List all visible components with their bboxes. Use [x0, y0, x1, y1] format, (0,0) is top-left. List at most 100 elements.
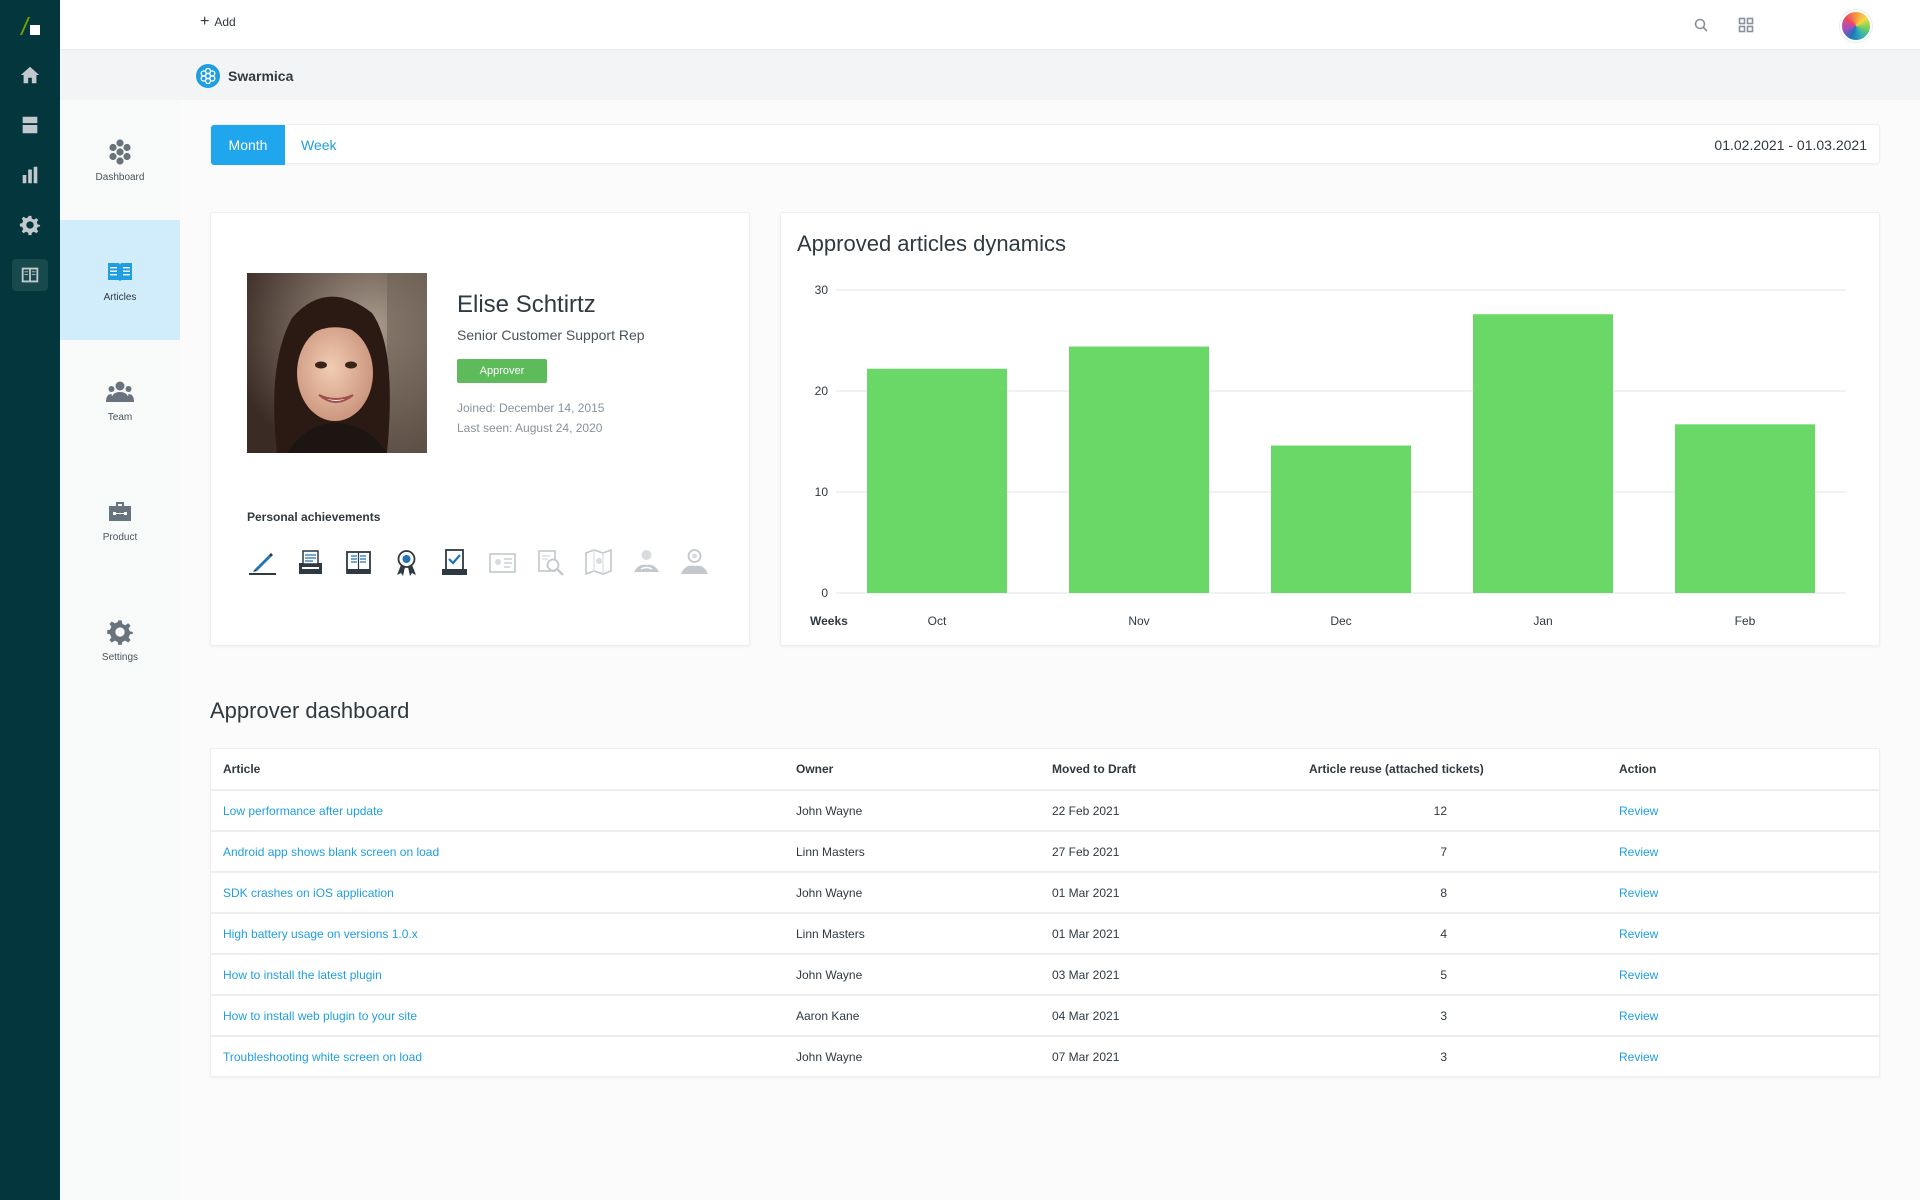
article-link[interactable]: SDK crashes on iOS application	[223, 885, 394, 900]
joined-date: Joined: December 14, 2015	[457, 401, 605, 415]
article-link[interactable]: High battery usage on versions 1.0.x	[223, 926, 418, 941]
tab-month[interactable]: Month	[211, 125, 285, 165]
article-link[interactable]: Troubleshooting white screen on load	[223, 1049, 423, 1064]
typewriter-icon[interactable]	[295, 547, 326, 578]
owner-cell: Linn Masters	[796, 926, 865, 941]
owner-cell: John Wayne	[796, 1049, 863, 1064]
dashboard-hive-icon	[109, 138, 131, 165]
moved-date-cell: 22 Feb 2021	[1052, 803, 1120, 818]
checklist-icon[interactable]	[439, 547, 470, 578]
sidebar-item-dashboard[interactable]: Dashboard	[60, 100, 180, 220]
review-link[interactable]: Review	[1619, 844, 1659, 859]
bar-chart: 0 10 20 30 Oct Nov Dec Jan Feb Weeks	[810, 283, 1846, 628]
review-link[interactable]: Review	[1619, 1008, 1659, 1023]
add-button-label: Add	[214, 15, 236, 29]
award-icon[interactable]	[391, 547, 422, 578]
user-avatar[interactable]	[1840, 10, 1872, 42]
y-tick-label: 30	[815, 283, 829, 297]
map-icon[interactable]	[583, 547, 614, 578]
sidebar-item-settings[interactable]: Settings	[60, 580, 180, 700]
table-row: How to install web plugin to your site Aa…	[210, 995, 1880, 1036]
add-button[interactable]: + Add	[200, 13, 236, 30]
main-content: Month Week 01.02.2021 - 01.03.2021	[180, 100, 1920, 1200]
approved-articles-chart: Approved articles dynamics 0 10 20 30 Oct Nov…	[780, 212, 1880, 646]
moved-date-cell: 27 Feb 2021	[1052, 844, 1120, 859]
app-logo-icon[interactable]	[0, 8, 60, 44]
moved-date-cell: 03 Mar 2021	[1052, 967, 1120, 982]
bar-jan	[1473, 314, 1613, 593]
admin-gear-icon[interactable]	[0, 207, 60, 243]
x-tick-label: Dec	[1330, 614, 1351, 628]
id-card-icon[interactable]	[487, 547, 518, 578]
col-action[interactable]: Action	[1619, 762, 1657, 776]
sidebar-item-label: Dashboard	[95, 171, 145, 183]
review-link[interactable]: Review	[1619, 803, 1659, 818]
review-link[interactable]: Review	[1619, 885, 1659, 900]
moved-date-cell: 01 Mar 2021	[1052, 926, 1120, 941]
date-range-label[interactable]: 01.02.2021 - 01.03.2021	[1714, 137, 1867, 153]
table-row: SDK crashes on iOS application John Wayne…	[210, 872, 1880, 913]
reuse-count-cell: 8	[1440, 885, 1447, 900]
owner-cell: Linn Masters	[796, 844, 865, 859]
col-moved-to-draft[interactable]: Moved to Draft	[1052, 762, 1136, 776]
reuse-count-cell: 5	[1440, 967, 1447, 982]
article-link[interactable]: How to install web plugin to your site	[223, 1008, 418, 1023]
col-article-reuse[interactable]: Article reuse (attached tickets)	[1309, 762, 1484, 776]
table-row: High battery usage on versions 1.0.x Linn…	[210, 913, 1880, 954]
top-bar: + Add	[60, 0, 1920, 50]
magnifier-doc-icon[interactable]	[535, 547, 566, 578]
profile-role: Senior Customer Support Rep	[457, 327, 645, 343]
profile-name: Elise Schtirtz	[457, 291, 596, 318]
views-icon[interactable]	[0, 107, 60, 143]
achievements-title: Personal achievements	[247, 510, 381, 524]
col-owner[interactable]: Owner	[796, 762, 834, 776]
home-icon[interactable]	[0, 57, 60, 93]
team-hands-icon[interactable]	[679, 547, 710, 578]
bar-dec	[1271, 445, 1411, 593]
sidebar-item-articles[interactable]: Articles	[60, 220, 180, 340]
sidebar-item-product[interactable]: Product	[60, 460, 180, 580]
article-link[interactable]: How to install the latest plugin	[223, 967, 382, 982]
reporting-icon[interactable]	[0, 157, 60, 193]
y-tick-label: 20	[815, 384, 829, 398]
x-tick-label: Jan	[1533, 614, 1552, 628]
table-row: How to install the latest plugin John Way…	[210, 954, 1880, 995]
app-sidebar: Dashboard Articles Team Product Settings	[60, 100, 180, 1200]
last-seen-date: Last seen: August 24, 2020	[457, 421, 603, 435]
review-link[interactable]: Review	[1619, 1049, 1659, 1064]
sidebar-item-label: Product	[102, 531, 138, 543]
x-tick-label: Oct	[928, 614, 947, 628]
profile-photo	[247, 273, 427, 453]
review-link[interactable]: Review	[1619, 967, 1659, 982]
search-icon[interactable]	[1690, 14, 1712, 36]
article-link[interactable]: Low performance after update	[223, 803, 384, 818]
book-icon[interactable]	[343, 547, 374, 578]
workspace-brand[interactable]: Swarmica	[196, 64, 293, 88]
plus-icon: +	[200, 13, 210, 30]
sidebar-item-label: Team	[107, 411, 133, 423]
sidebar-item-label: Articles	[103, 291, 137, 303]
col-article[interactable]: Article	[223, 762, 261, 776]
reuse-count-cell: 3	[1440, 1008, 1447, 1023]
article-link[interactable]: Android app shows blank screen on load	[223, 844, 440, 859]
settings-gear-icon	[107, 619, 133, 645]
achievements-list	[247, 547, 710, 578]
table-header: Article Owner Moved to Draft Article reu…	[210, 748, 1880, 790]
review-link[interactable]: Review	[1619, 926, 1659, 941]
pen-icon[interactable]	[247, 547, 278, 578]
handshake-icon[interactable]	[631, 547, 662, 578]
knowledge-base-icon[interactable]	[0, 257, 60, 293]
profile-card: Elise Schtirtz Senior Customer Support R…	[210, 212, 750, 646]
bar-feb	[1675, 424, 1815, 593]
owner-cell: John Wayne	[796, 967, 863, 982]
product-briefcase-icon	[109, 501, 131, 521]
x-axis-label: Weeks	[810, 614, 848, 628]
bar-oct	[867, 368, 1007, 593]
tab-week[interactable]: Week	[301, 137, 337, 153]
team-people-icon	[106, 381, 134, 402]
sidebar-item-label: Settings	[101, 651, 139, 663]
sidebar-item-team[interactable]: Team	[60, 340, 180, 460]
product-tray-grid-icon[interactable]	[1735, 14, 1757, 36]
moved-date-cell: 04 Mar 2021	[1052, 1008, 1120, 1023]
reuse-count-cell: 7	[1440, 844, 1447, 859]
